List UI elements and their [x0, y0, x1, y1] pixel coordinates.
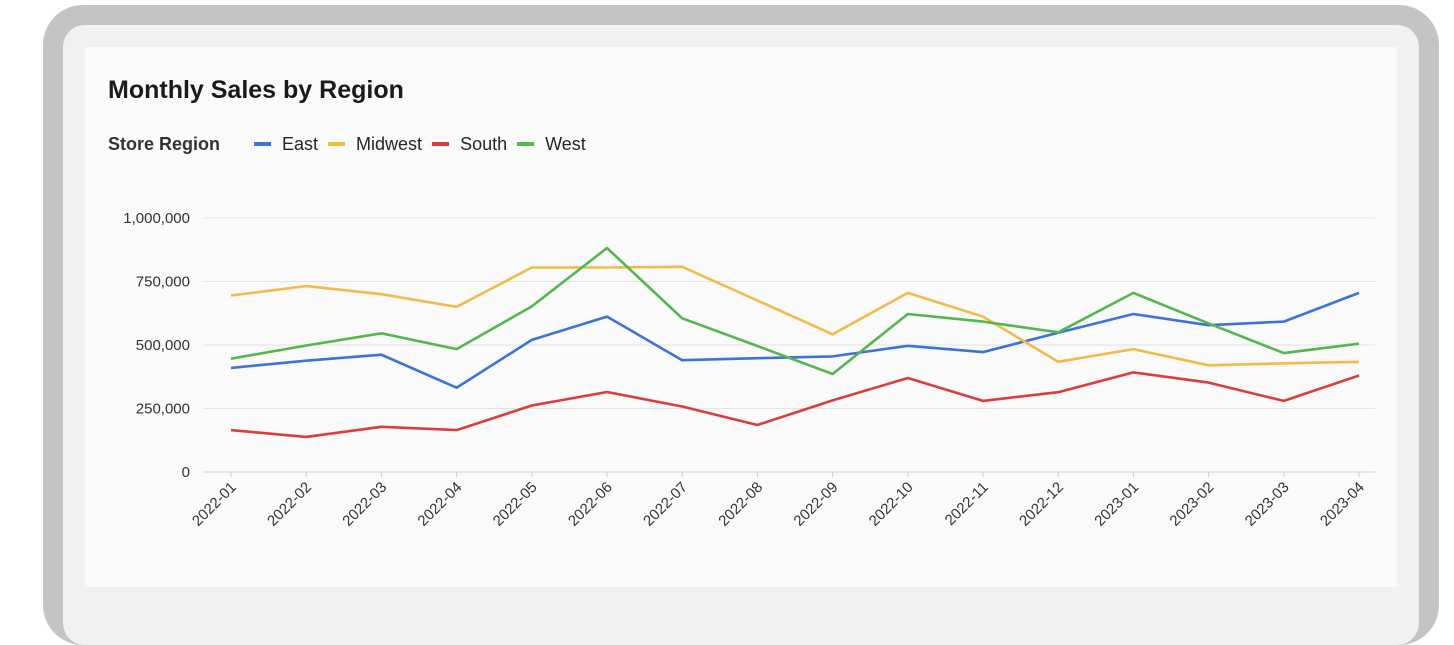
legend-swatch-midwest [328, 142, 346, 146]
legend-label-midwest: Midwest [356, 133, 423, 154]
x-tick-label: 2022-02 [264, 479, 315, 530]
x-tick-label: 2022-12 [1016, 479, 1067, 530]
y-tick-label: 500,000 [136, 337, 190, 354]
legend: Store Region East Midwest South West [108, 132, 596, 156]
legend-label-south: South [460, 133, 508, 154]
y-tick-label: 1,000,000 [123, 210, 190, 227]
x-tick-label: 2022-01 [189, 479, 240, 530]
legend-item-west[interactable]: West [517, 134, 586, 155]
x-tick-label: 2022-04 [414, 479, 465, 530]
x-tick-label: 2023-04 [1317, 479, 1368, 530]
x-tick-label: 2023-02 [1166, 479, 1217, 530]
legend-item-south[interactable]: South [432, 134, 507, 155]
chart-title: Monthly Sales by Region [108, 76, 404, 104]
x-tick-label: 2022-09 [790, 479, 841, 530]
y-tick-label: 750,000 [136, 274, 190, 291]
legend-label-west: West [545, 133, 586, 154]
y-tick-label: 250,000 [136, 401, 190, 418]
series-line-east[interactable] [230, 291, 1360, 390]
series-line-west[interactable] [230, 246, 1360, 376]
series-line-south[interactable] [230, 371, 1360, 439]
x-tick-label: 2022-07 [640, 479, 691, 530]
legend-title: Store Region [108, 133, 221, 154]
x-tick-label: 2022-10 [866, 479, 917, 530]
x-tick-label: 2022-05 [490, 479, 541, 530]
legend-swatch-west [517, 142, 535, 146]
legend-item-midwest[interactable]: Midwest [328, 134, 422, 155]
chart-card [85, 47, 1397, 587]
legend-item-east[interactable]: East [254, 134, 318, 155]
x-tick-label: 2022-11 [942, 479, 992, 529]
x-tick-label: 2022-03 [339, 479, 390, 530]
x-tick-label: 2023-01 [1091, 479, 1142, 530]
x-tick-label: 2022-08 [715, 479, 766, 530]
line-chart: 0 250,000 500,000 750,000 1,000,000 2022-01 20… [123, 210, 1375, 530]
series-line-midwest[interactable] [230, 265, 1360, 367]
legend-label-east: East [282, 133, 319, 154]
legend-swatch-east [254, 142, 272, 146]
legend-swatch-south [432, 142, 450, 146]
x-tick-label: 2023-03 [1242, 479, 1293, 530]
y-tick-label: 0 [182, 464, 190, 481]
x-tick-label: 2022-06 [565, 479, 616, 530]
